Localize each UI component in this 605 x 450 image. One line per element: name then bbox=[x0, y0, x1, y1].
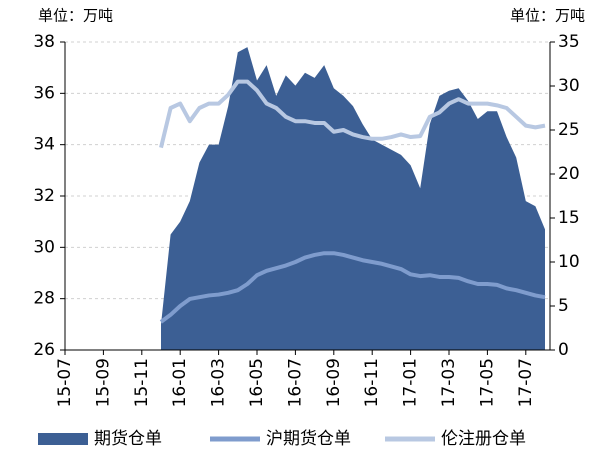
x-tick-label: 15-11 bbox=[132, 358, 152, 407]
y2-tick-label: 20 bbox=[558, 164, 580, 184]
legend-label: 沪期货仓单 bbox=[266, 429, 351, 449]
y-tick-label: 28 bbox=[33, 289, 55, 309]
x-tick-label: 16-05 bbox=[247, 358, 267, 407]
x-tick-label: 16-07 bbox=[285, 358, 305, 407]
line bbox=[159, 251, 546, 324]
area bbox=[161, 47, 545, 351]
x-tick-label: 16-09 bbox=[324, 358, 344, 407]
x-tick-label: 17-03 bbox=[439, 358, 459, 407]
x-tick-label: 17-01 bbox=[401, 358, 421, 407]
y-tick-label: 30 bbox=[33, 237, 55, 257]
legend-swatch bbox=[38, 433, 88, 445]
x-tick-label: 15-07 bbox=[55, 358, 75, 407]
legend-item: 沪期货仓单 bbox=[210, 429, 351, 449]
legend-item: 伦注册仓单 bbox=[385, 429, 526, 449]
y2-tick-label: 25 bbox=[558, 120, 580, 140]
y-tick-label: 26 bbox=[33, 340, 55, 360]
y2-tick-label: 5 bbox=[558, 296, 569, 316]
x-tick-label: 16-01 bbox=[170, 358, 190, 407]
x-tick-label: 15-09 bbox=[93, 358, 113, 407]
y2-tick-label: 30 bbox=[558, 76, 580, 96]
legend-item: 期货仓单 bbox=[38, 429, 162, 449]
y2-axis-label: 单位：万吨 bbox=[510, 7, 585, 25]
y-axis-label: 单位：万吨 bbox=[38, 7, 113, 25]
legend-label: 伦注册仓单 bbox=[441, 429, 526, 449]
x-tick-label: 17-07 bbox=[516, 358, 536, 407]
y-tick-label: 32 bbox=[33, 186, 55, 206]
y-tick-label: 34 bbox=[33, 135, 55, 155]
y2-tick-label: 10 bbox=[558, 252, 580, 272]
y2-tick-label: 15 bbox=[558, 208, 580, 228]
legend-label: 期货仓单 bbox=[94, 429, 162, 449]
y-tick-label: 38 bbox=[33, 32, 55, 52]
x-tick-label: 17-05 bbox=[477, 358, 497, 407]
y2-tick-label: 35 bbox=[558, 32, 580, 52]
y-tick-label: 36 bbox=[33, 83, 55, 103]
x-tick-label: 16-03 bbox=[209, 358, 229, 407]
line bbox=[159, 79, 546, 149]
x-tick-label: 16-11 bbox=[362, 358, 382, 407]
y2-tick-label: 0 bbox=[558, 340, 569, 360]
